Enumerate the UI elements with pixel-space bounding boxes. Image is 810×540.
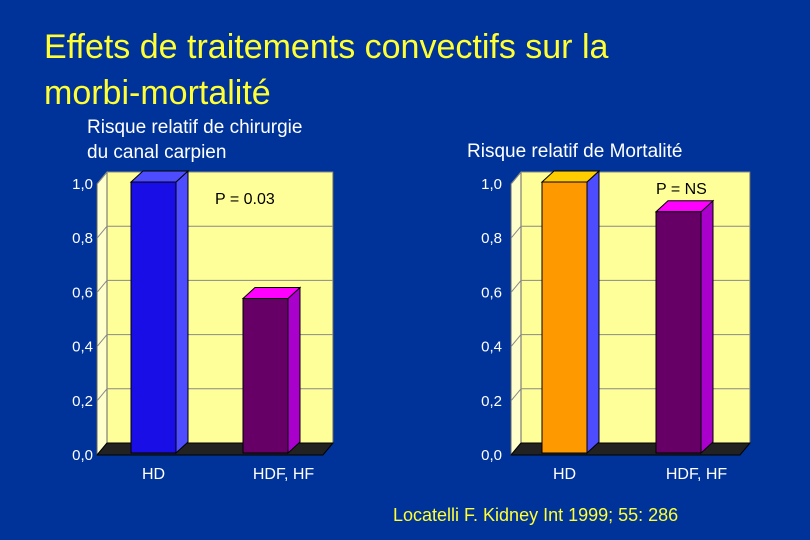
- chart-2-y-tick-label: 0,4: [481, 339, 502, 356]
- chart-1-y-tick-label: 1,0: [72, 176, 93, 193]
- chart-1-gridline-side: [96, 280, 108, 293]
- slide-title-line-1: Effets de traitements convectifs sur la: [44, 28, 609, 66]
- bar-side-face: [586, 169, 600, 455]
- chart-2-bar-1: [540, 169, 601, 455]
- bar-side-face: [700, 199, 714, 455]
- chart-2-category-label: HD: [553, 466, 576, 483]
- chart-2-side-wall: [510, 170, 522, 457]
- chart-1-y-tick-label: 0,8: [72, 230, 93, 247]
- chart-2-bar-2: [654, 199, 715, 455]
- chart-2-title-line-1: Risque relatif de Mortalité: [467, 141, 683, 162]
- chart-2-p-value: P = NS: [656, 181, 707, 198]
- chart-1-gridline-side: [96, 225, 108, 239]
- chart-1-y-tick-label: 0,2: [72, 393, 93, 410]
- chart-2-y-tick-label: 1,0: [481, 176, 502, 193]
- chart-1: 0,0 0,2 0,4 0,6 0,8 1,0 HD HDF, HF P = 0.03: [72, 169, 335, 483]
- bar-side-face: [175, 169, 189, 455]
- bar-front-face: [655, 211, 702, 454]
- chart-2-gridline-side: [510, 225, 522, 239]
- bar-front-face: [541, 181, 588, 454]
- chart-2-y-tick-label: 0,8: [481, 230, 502, 247]
- chart-1-gridline-side: [96, 171, 108, 185]
- chart-1-y-tick-label: 0,0: [72, 447, 93, 464]
- chart-2-gridline-side: [510, 280, 522, 293]
- chart-1-y-tick-label: 0,4: [72, 339, 93, 356]
- slide-title: Effets de traitements convectifs sur la …: [44, 24, 784, 116]
- chart-2-y-tick-label: 0,6: [481, 284, 502, 301]
- chart-2: 0,0 0,2 0,4 0,6 0,8 1,0 HD HDF, HF P = NS: [481, 169, 752, 483]
- chart-1-side-wall: [96, 170, 108, 457]
- chart-1-gridline-side: [96, 388, 108, 402]
- chart-1-bar-2: [241, 286, 302, 455]
- chart-2-gridline-side: [510, 388, 522, 402]
- chart-1-title-line-2: du canal carpien: [87, 142, 227, 163]
- chart-1-y-tick-label: 0,6: [72, 284, 93, 301]
- chart-2-category-label: HDF, HF: [666, 466, 728, 483]
- chart-2-y-tick-label: 0,2: [481, 393, 502, 410]
- chart-1-title-line-1: Risque relatif de chirurgie: [87, 117, 303, 138]
- chart-1-p-value: P = 0.03: [215, 191, 275, 208]
- bar-front-face: [242, 298, 289, 454]
- chart-2-title: Risque relatif de Mortalité: [467, 139, 682, 164]
- bar-side-face: [287, 286, 301, 455]
- chart-1-gridline-side: [96, 334, 108, 347]
- chart-2-y-tick-label: 0,0: [481, 447, 502, 464]
- chart-2-gridline-side: [510, 171, 522, 185]
- slide-title-line-2: morbi-mortalité: [44, 74, 271, 112]
- citation: Locatelli F. Kidney Int 1999; 55: 286: [393, 505, 679, 525]
- chart-1-bar-1: [129, 169, 190, 455]
- chart-1-category-label: HD: [142, 466, 165, 483]
- bar-front-face: [130, 181, 177, 454]
- chart-1-category-label: HDF, HF: [253, 466, 315, 483]
- chart-1-title: Risque relatif de chirurgie du canal car…: [87, 115, 302, 165]
- chart-2-gridline-side: [510, 334, 522, 347]
